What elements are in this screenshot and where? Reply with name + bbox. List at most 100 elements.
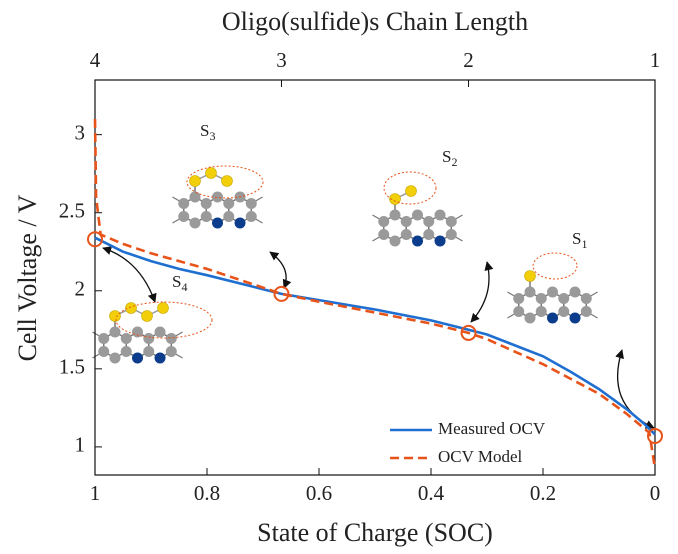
molecule-label-sub: 4: [181, 280, 187, 294]
sulfur-atom: [221, 175, 233, 187]
x2-tick-label: 3: [276, 48, 287, 72]
nitrogen-atom: [569, 312, 581, 324]
x-axis-label: State of Charge (SOC): [257, 518, 493, 547]
x2-tick-label: 4: [90, 48, 101, 72]
carbon-atom: [389, 235, 401, 247]
carbon-atom: [200, 211, 212, 222]
carbon-atom: [200, 198, 212, 209]
carbon-atom: [120, 346, 132, 357]
x-tick-label: 0.8: [194, 481, 220, 505]
carbon-atom: [178, 211, 190, 222]
carbon-atom: [154, 326, 166, 338]
sulfur-atom: [524, 270, 536, 282]
carbon-atom: [223, 198, 235, 209]
carbon-atom: [378, 216, 390, 227]
carbon-atom: [143, 346, 155, 357]
sulfur-atom: [141, 310, 153, 322]
carbon-atom: [109, 326, 121, 338]
carbon-atom: [423, 229, 435, 240]
molecule-label: S1: [572, 229, 587, 251]
carbon-atom: [535, 293, 547, 304]
nitrogen-atom: [434, 235, 446, 247]
carbon-atom: [98, 346, 110, 357]
carbon-atom: [580, 293, 592, 304]
carbon-atom: [513, 293, 525, 304]
nitrogen-atom: [212, 217, 224, 229]
x-tick-label: 0.2: [530, 481, 556, 505]
carbon-atom: [245, 211, 257, 222]
molecule-label-base: S: [172, 272, 181, 291]
carbon-atom: [547, 286, 559, 298]
key-point: [460, 324, 477, 341]
carbon-atom: [580, 306, 592, 317]
y-tick-label: 1: [75, 433, 86, 457]
carbon-atom: [400, 229, 412, 240]
key-point: [647, 427, 663, 444]
molecule-label: S3: [200, 121, 215, 143]
y-tick-label: 1.5: [59, 355, 85, 379]
y-axis-label: Cell Voltage / V: [13, 194, 42, 361]
carbon-atom: [535, 306, 547, 317]
y-tick-label: 2: [75, 277, 86, 301]
carbon-atom: [558, 293, 570, 304]
arrows: [102, 246, 655, 429]
carbon-atom: [189, 217, 201, 229]
molecule-label-sub: 1: [581, 237, 587, 251]
carbon-atom: [423, 216, 435, 227]
carbon-atom: [524, 286, 536, 298]
molecule-label: S2: [442, 147, 457, 169]
carbon-atom: [412, 209, 424, 221]
highlight: [115, 301, 213, 339]
carbon-atom: [513, 306, 525, 317]
molecules: [92, 165, 598, 364]
top-axis-title: Oligo(sulfide)s Chain Length: [222, 7, 528, 36]
y-tick-label: 2.5: [59, 199, 85, 223]
key-point: [87, 231, 103, 248]
arrow: [269, 251, 292, 289]
highlight: [532, 252, 578, 280]
sulfur-atom: [125, 302, 137, 314]
carbon-atom: [189, 191, 201, 203]
series-line: [93, 118, 657, 469]
arrow: [470, 261, 494, 323]
carbon-atom: [524, 312, 536, 324]
sulfur-atom: [405, 185, 417, 197]
molecule-label: S4: [172, 272, 187, 294]
highlight: [186, 165, 264, 199]
x-tick-label: 0.6: [306, 481, 332, 505]
carbon-atom: [558, 306, 570, 317]
carbon-atom: [389, 209, 401, 221]
carbon-atom: [165, 346, 177, 357]
nitrogen-atom: [154, 352, 166, 364]
nitrogen-atom: [234, 217, 246, 229]
carbon-atom: [245, 198, 257, 209]
carbon-atom: [165, 333, 177, 344]
nitrogen-atom: [132, 352, 144, 364]
legend-label: Measured OCV: [438, 419, 546, 438]
molecule-label-base: S: [200, 121, 209, 140]
molecule-label-base: S: [442, 147, 451, 166]
legend-label: OCV Model: [438, 447, 522, 466]
arrow: [102, 246, 157, 303]
carbon-atom: [212, 191, 224, 203]
carbon-atom: [434, 209, 446, 221]
carbon-atom: [109, 352, 121, 364]
highlight: [383, 171, 437, 205]
x2-tick-label: 2: [463, 48, 474, 72]
sulfur-atom: [157, 302, 169, 314]
y-tick-label: 3: [75, 120, 86, 144]
x-tick-label: 0.4: [418, 481, 445, 505]
carbon-atom: [445, 216, 457, 227]
sulfur-atom: [109, 310, 121, 322]
carbon-atom: [120, 333, 132, 344]
carbon-atom: [132, 326, 144, 338]
carbon-atom: [445, 229, 457, 240]
carbon-atom: [178, 198, 190, 209]
series-line: [94, 236, 656, 436]
x2-tick-label: 1: [650, 48, 661, 72]
nitrogen-atom: [547, 312, 559, 324]
molecule-label-sub: 3: [209, 129, 215, 143]
carbon-atom: [400, 216, 412, 227]
molecule-label-sub: 2: [451, 155, 457, 169]
